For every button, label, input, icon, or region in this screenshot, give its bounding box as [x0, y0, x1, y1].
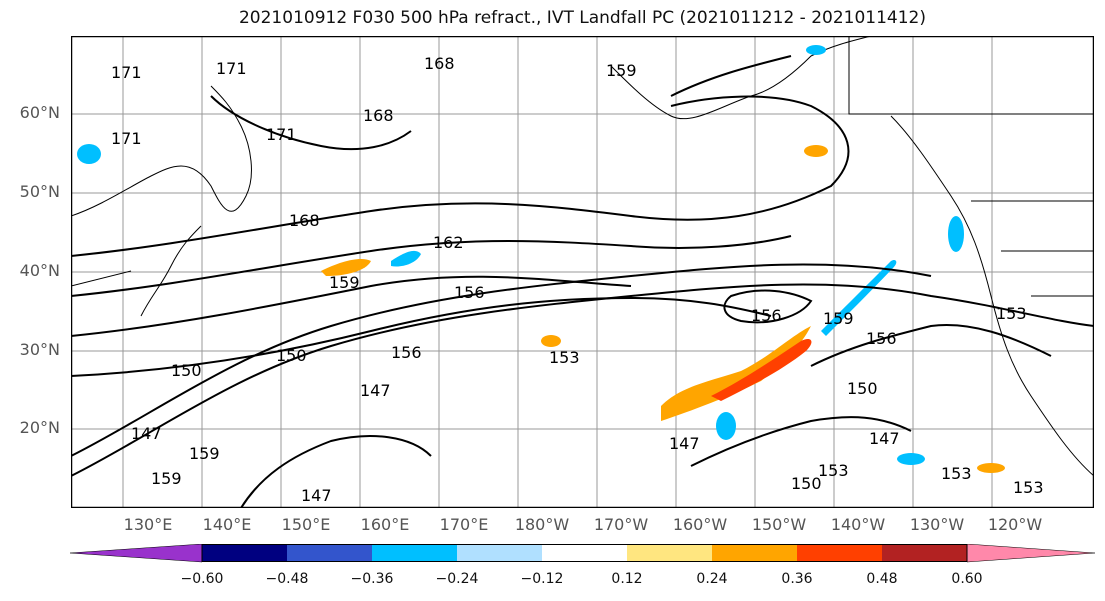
- lon-label: 150°E: [281, 515, 331, 534]
- contour-label: 171: [111, 129, 142, 148]
- lon-label: 180°W: [514, 515, 570, 534]
- colorbar-segment: [882, 544, 967, 562]
- contour-label: 147: [360, 381, 391, 400]
- lon-label: 170°E: [439, 515, 489, 534]
- lon-label: 150°W: [751, 515, 807, 534]
- contour-label: 150: [791, 474, 822, 493]
- lon-label: 160°W: [672, 515, 728, 534]
- contour-label-group: 171 171 168 168 171 171 168 162 159 156 …: [111, 54, 1044, 505]
- colorbar-segment: [70, 544, 203, 563]
- contour-label: 147: [869, 429, 900, 448]
- colorbar-segment: [202, 544, 287, 562]
- colorbar-tick-label: 0.60: [951, 571, 983, 587]
- lon-label: 140°E: [202, 515, 252, 534]
- contour-label: 168: [424, 54, 455, 73]
- colorbar-tick-label: −0.60: [180, 571, 224, 587]
- contour-label: 159: [606, 61, 637, 80]
- contour-label: 156: [391, 343, 422, 362]
- lon-label: 120°W: [987, 515, 1043, 534]
- contour-label: 153: [941, 464, 972, 483]
- contour-label: 159: [189, 444, 220, 463]
- contour-label: 153: [818, 461, 849, 480]
- coastlines: [71, 36, 1094, 477]
- contour-label: 168: [289, 211, 320, 230]
- map-plot: 171 171 168 168 171 171 168 162 159 156 …: [71, 36, 1094, 508]
- colorbar-tick-label: 0.24: [696, 571, 728, 587]
- colorbar-tick-label: −0.24: [435, 571, 479, 587]
- colorbar-segment: [542, 544, 627, 562]
- contour-label: 159: [329, 273, 360, 292]
- contour-label: 150: [276, 346, 307, 365]
- lat-label: 20°N: [19, 418, 60, 437]
- colorbar: [70, 544, 1095, 563]
- contour-label: 153: [549, 348, 580, 367]
- colorbar-tick-label: 0.12: [611, 571, 643, 587]
- colorbar-segment: [712, 544, 797, 562]
- lat-label: 60°N: [19, 103, 60, 122]
- colorbar-segment: [457, 544, 542, 562]
- contour-label: 171: [111, 63, 142, 82]
- contour-label: 150: [171, 361, 202, 380]
- colorbar-tick-label: 0.36: [781, 571, 813, 587]
- contour-label: 168: [363, 106, 394, 125]
- colorbar-tick-label: −0.48: [265, 571, 309, 587]
- lon-label: 160°E: [360, 515, 410, 534]
- colorbar-tick-label: −0.36: [350, 571, 394, 587]
- colorbar-segment: [287, 544, 372, 562]
- contour-lines: [71, 55, 1094, 508]
- contour-label: 147: [669, 434, 700, 453]
- contour-label: 147: [301, 486, 332, 505]
- colorbar-tick-label: −0.12: [520, 571, 564, 587]
- lon-label: 130°W: [909, 515, 965, 534]
- contour-label: 153: [996, 304, 1027, 323]
- contour-label: 156: [866, 329, 897, 348]
- lat-label: 30°N: [19, 340, 60, 359]
- lat-label: 50°N: [19, 182, 60, 201]
- map-title: 2021010912 F030 500 hPa refract., IVT La…: [238, 8, 926, 28]
- lon-label: 170°W: [593, 515, 649, 534]
- shaded-areas: [77, 45, 1005, 473]
- contour-label: 162: [433, 233, 464, 252]
- contour-label: 150: [847, 379, 878, 398]
- colorbar-tick-label: 0.48: [866, 571, 898, 587]
- contour-label: 156: [454, 283, 485, 302]
- contour-label: 147: [131, 424, 162, 443]
- contour-label: 156: [751, 306, 782, 325]
- colorbar-segment: [797, 544, 882, 562]
- contour-label: 171: [216, 59, 247, 78]
- contour-label: 171: [266, 125, 297, 144]
- contour-label: 153: [1013, 478, 1044, 497]
- contour-label: 159: [823, 309, 854, 328]
- lat-label: 40°N: [19, 261, 60, 280]
- colorbar-segment: [372, 544, 457, 562]
- colorbar-segment: [966, 544, 1095, 563]
- lon-label: 140°W: [830, 515, 886, 534]
- colorbar-segment: [627, 544, 712, 562]
- contour-label: 159: [151, 469, 182, 488]
- lon-label: 130°E: [123, 515, 173, 534]
